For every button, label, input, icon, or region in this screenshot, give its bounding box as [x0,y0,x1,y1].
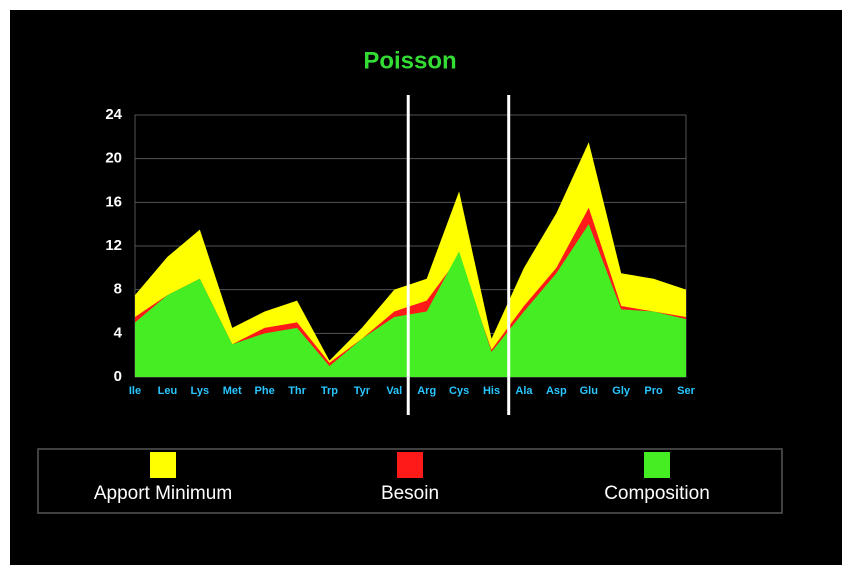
x-tick-label: Thr [288,385,306,397]
x-tick-label: Arg [417,385,436,397]
y-tick-label: 8 [114,281,122,298]
x-tick-label: Val [386,385,402,397]
legend-box [37,448,783,514]
y-tick-label: 0 [114,368,122,385]
legend-swatch [397,452,423,478]
x-tick-label: Ile [129,385,141,397]
chart-title: Poisson [363,47,456,74]
x-tick-label: Trp [321,385,338,397]
legend-label: Composition [604,483,710,504]
area [135,224,686,377]
y-tick-label: 24 [105,106,122,123]
x-tick-label: Pro [644,385,663,397]
x-tick-label: Gly [612,385,631,397]
legend-swatch [644,452,670,478]
x-tick-label: Glu [580,385,598,397]
x-tick-label: Tyr [354,385,371,397]
x-tick-label: Leu [158,385,178,397]
x-tick-label: Asp [546,385,567,397]
y-tick-label: 4 [114,324,123,341]
legend-label: Apport Minimum [94,483,232,504]
y-tick-label: 16 [105,193,122,210]
legend-swatch [150,452,176,478]
x-tick-label: His [483,385,500,397]
x-tick-label: Lys [191,385,210,397]
y-tick-label: 12 [105,237,122,254]
y-tick-label: 20 [105,150,122,167]
x-tick-label: Phe [255,385,275,397]
x-tick-label: Ala [515,385,533,397]
x-tick-label: Cys [449,385,469,397]
legend-label: Besoin [381,483,439,504]
x-tick-label: Ser [677,385,695,397]
x-tick-label: Met [223,385,242,397]
